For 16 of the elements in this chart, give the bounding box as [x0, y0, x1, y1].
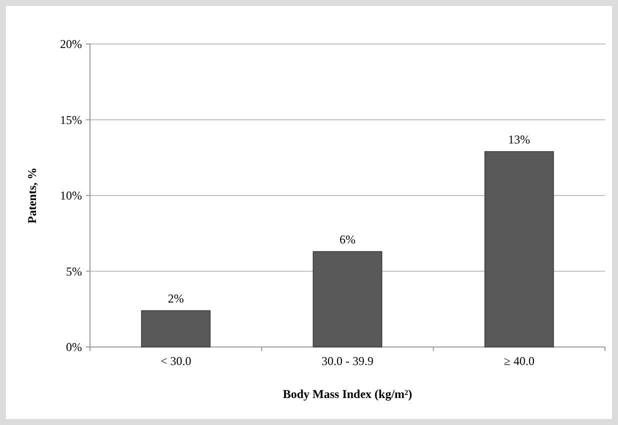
- y-axis-title: Patents, %: [25, 168, 39, 224]
- x-tick-label: < 30.0: [160, 354, 192, 368]
- data-label: 13%: [508, 132, 530, 147]
- y-tick-label: 10%: [60, 188, 82, 203]
- x-tick-label: ≥ 40.0: [504, 354, 534, 368]
- y-tick-label: 15%: [60, 112, 82, 127]
- x-tick-label: 30.0 - 39.9: [322, 354, 374, 368]
- bar: [312, 251, 382, 348]
- y-tick-label: 20%: [60, 37, 82, 52]
- bar: [484, 151, 554, 348]
- x-axis-title: Body Mass Index (kg/m²): [282, 387, 412, 401]
- bar: [141, 310, 211, 348]
- data-label: 6%: [340, 232, 356, 247]
- y-tick-label: 0%: [66, 340, 82, 354]
- y-tick-label: 5%: [66, 264, 82, 278]
- data-label: 2%: [168, 292, 184, 306]
